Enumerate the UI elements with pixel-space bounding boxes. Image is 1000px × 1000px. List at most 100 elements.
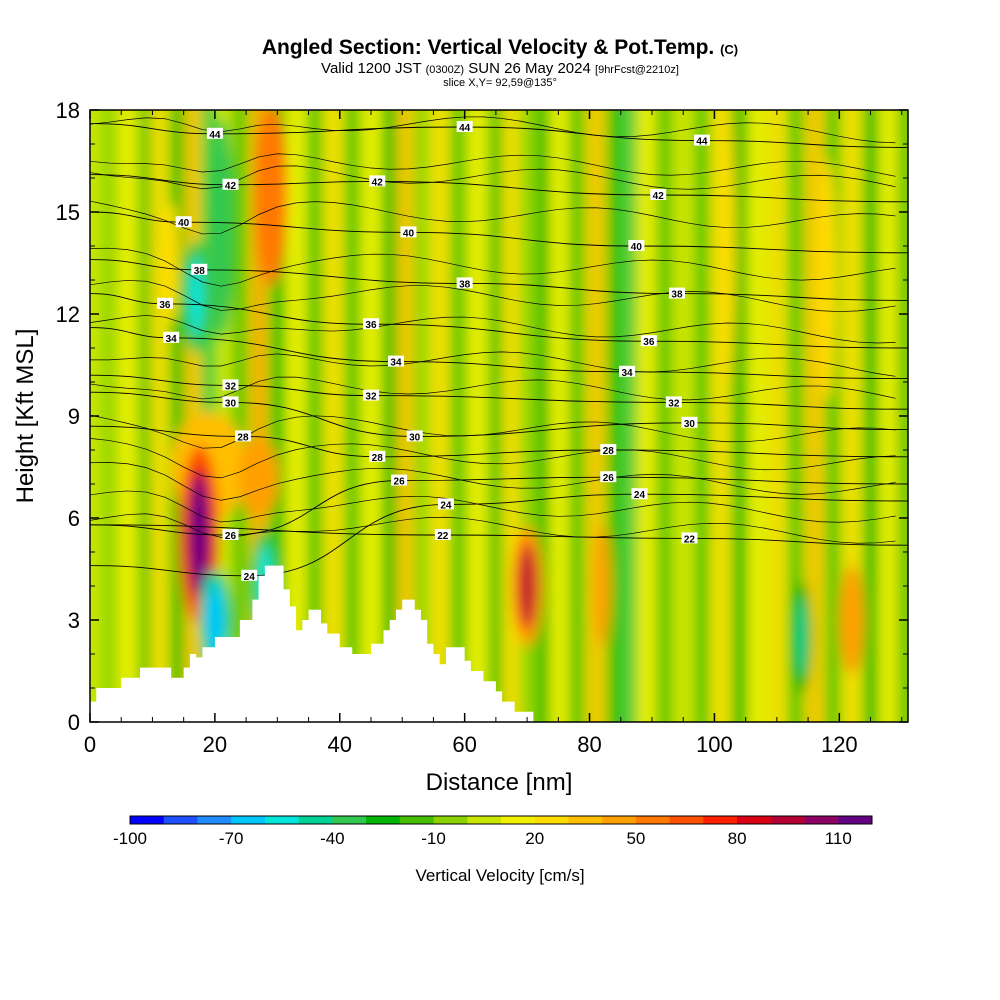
isentrope-label: 22 xyxy=(437,531,449,542)
colorbar-swatch xyxy=(467,816,502,824)
isentrope-label-bg xyxy=(456,121,473,132)
chart-title: Angled Section: Vertical Velocity & Pot.… xyxy=(261,36,739,59)
isentrope-label: 26 xyxy=(603,473,615,484)
isentrope-line xyxy=(90,490,896,523)
isentrope-line xyxy=(90,425,908,458)
isentrope-label: 42 xyxy=(225,181,237,192)
x-tick-label: 100 xyxy=(696,732,733,757)
isentrope-line xyxy=(90,174,908,203)
field-band xyxy=(622,110,639,722)
isentrope-line xyxy=(90,259,908,301)
colorbar-swatch xyxy=(501,816,536,824)
field-band xyxy=(231,110,248,722)
isentrope-label-bg xyxy=(369,175,386,187)
colorbar-swatch xyxy=(130,816,165,824)
isentrope-label: 38 xyxy=(459,279,471,290)
isentrope-label-bg xyxy=(222,396,239,408)
field-cell xyxy=(816,160,837,400)
y-tick-label: 3 xyxy=(68,608,80,633)
field-band xyxy=(862,110,879,722)
isentrope-label: 24 xyxy=(244,572,256,583)
isentrope-line xyxy=(90,376,896,401)
isentrope-label: 30 xyxy=(409,432,421,443)
isentrope-label-bg xyxy=(241,569,258,581)
y-tick-label: 9 xyxy=(68,404,80,429)
x-tick-label: 80 xyxy=(577,732,601,757)
colorbar-label: -100 xyxy=(113,829,147,848)
colorbar-swatch xyxy=(534,816,569,824)
field-band xyxy=(881,110,898,722)
isentrope-label-bg xyxy=(650,189,667,200)
copyright-mark: (C) xyxy=(720,42,739,57)
field-band xyxy=(450,110,467,722)
isentrope-label-bg xyxy=(456,277,473,289)
isentrope-label: 44 xyxy=(696,137,708,148)
isentrope-label: 34 xyxy=(621,368,633,379)
isentrope-label: 28 xyxy=(237,432,249,443)
isentrope-label-bg xyxy=(434,529,451,540)
isentrope-label: 34 xyxy=(166,334,178,345)
colorbar-label: -40 xyxy=(320,829,345,848)
y-tick-label: 18 xyxy=(56,98,80,123)
isentrope-label-bg xyxy=(681,416,698,428)
isentrope-label: 32 xyxy=(365,392,377,403)
field-cell xyxy=(594,526,611,646)
velocity-field xyxy=(100,110,908,722)
isentrope-label-bg xyxy=(406,430,423,442)
field-band xyxy=(787,110,804,722)
isentrope-line xyxy=(90,391,908,437)
isentrope-label: 40 xyxy=(403,228,415,239)
field-band xyxy=(469,110,486,722)
colorbar-title: Vertical Velocity [cm/s] xyxy=(415,866,584,885)
y-tick-label: 12 xyxy=(56,302,80,327)
isentrope-label: 42 xyxy=(372,177,384,188)
isentrope-label-bg xyxy=(668,287,685,299)
colorbar-swatch xyxy=(366,816,401,824)
field-band xyxy=(534,110,551,722)
isentrope-label-bg xyxy=(681,532,698,544)
colorbar-label: 20 xyxy=(525,829,544,848)
isentrope-label-bg xyxy=(206,127,223,139)
colorbar-swatch xyxy=(163,816,198,824)
x-tick-label: 40 xyxy=(328,732,352,757)
field-band xyxy=(503,110,520,722)
colorbar-swatch xyxy=(231,816,266,824)
field-band xyxy=(675,110,692,722)
field-band xyxy=(750,110,767,722)
field-band xyxy=(169,110,186,722)
colorbar-swatch xyxy=(197,816,232,824)
field-band xyxy=(397,110,414,722)
colorbar-swatch xyxy=(838,816,873,824)
colorbar-frame xyxy=(129,815,873,825)
isentrope-label: 26 xyxy=(225,531,237,542)
isentrope-label-bg xyxy=(222,178,239,190)
isentrope-label-bg xyxy=(437,498,454,510)
isentrope-line xyxy=(90,315,896,344)
isentrope-label-bg xyxy=(600,444,617,455)
y-tick-label: 15 xyxy=(56,200,80,225)
field-band xyxy=(100,110,117,722)
isentrope-label-bg xyxy=(640,335,657,347)
isentrope-label-bg xyxy=(391,474,408,486)
slice-info: slice X,Y= 92,59@135° xyxy=(443,77,557,89)
field-band xyxy=(568,110,586,722)
isentrope-label-bg xyxy=(693,134,710,146)
colorbar-swatch xyxy=(804,816,839,824)
field-cell xyxy=(238,437,279,518)
isentrope-label-bg xyxy=(619,365,636,377)
isentrope-label: 24 xyxy=(440,500,452,511)
field-band xyxy=(768,110,785,722)
velocity-feature xyxy=(190,475,209,595)
isentrope-line xyxy=(90,524,908,546)
field-band xyxy=(150,110,167,722)
isentrope-label-bg xyxy=(665,396,682,408)
colorbar-label: 110 xyxy=(825,829,852,848)
isentrope-label-bg xyxy=(631,488,648,500)
isentrope-line xyxy=(90,414,896,449)
colorbar-swatch xyxy=(737,816,772,824)
y-axis-label: Height [Kft MSL] xyxy=(12,329,39,504)
isentropes xyxy=(90,116,908,577)
chart-subtitle: Valid 1200 JST (0300Z) SUN 26 May 2024 [… xyxy=(321,60,679,77)
velocity-feature xyxy=(796,597,807,677)
isentrope-label-bg xyxy=(400,226,417,238)
